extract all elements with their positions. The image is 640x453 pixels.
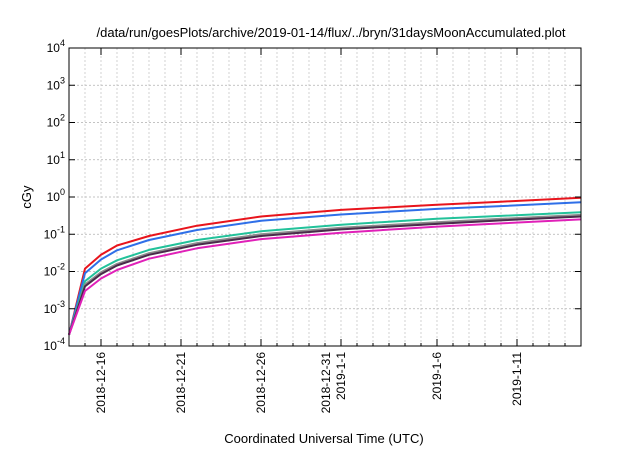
y-tick-label: 101 (47, 150, 65, 167)
grid (69, 48, 581, 346)
x-tick-label: 2018-12-31 (319, 352, 333, 414)
series-line-5 (68, 215, 582, 336)
x-axis-label: Coordinated Universal Time (UTC) (224, 431, 423, 446)
y-tick-exponent: 1 (60, 150, 65, 160)
y-tick-exponent: 2 (60, 113, 65, 123)
y-tick-label: 103 (47, 75, 65, 92)
y-tick-base: 10 (47, 116, 61, 130)
y-tick-label: 102 (47, 113, 65, 130)
y-tick-exponent: -3 (57, 299, 65, 309)
x-tick-label: 2018-12-16 (94, 352, 108, 414)
y-tick-label: 10-2 (44, 262, 65, 279)
y-tick-exponent: -2 (57, 262, 65, 272)
x-tick-label: 2019-1-1 (334, 352, 348, 400)
y-tick-base: 10 (44, 227, 58, 241)
x-tick-label: 2019-1-11 (510, 352, 524, 406)
x-tick-label: 2019-1-6 (430, 352, 444, 400)
y-tick-base: 10 (47, 78, 61, 92)
series-line-2 (68, 201, 582, 336)
y-tick-exponent: -4 (57, 336, 65, 346)
y-tick-base: 10 (47, 153, 61, 167)
y-tick-label: 10-4 (44, 336, 65, 353)
y-tick-label: 104 (47, 38, 65, 55)
y-axis-label: cGy (19, 185, 34, 209)
series-line-3 (68, 211, 582, 336)
series-line-4 (68, 213, 582, 336)
x-axis: 2018-12-16 2018-12-21 2018-12-26 2018-12-31… (84, 48, 566, 414)
y-tick-label: 10-3 (44, 299, 65, 316)
y-tick-base: 10 (47, 190, 61, 204)
x-tick-label: 2018-12-21 (174, 352, 188, 414)
y-tick-base: 10 (44, 339, 58, 353)
y-tick-exponent: 0 (60, 187, 65, 197)
y-tick-base: 10 (47, 41, 61, 55)
y-tick-exponent: 4 (60, 38, 65, 48)
y-tick-base: 10 (44, 265, 58, 279)
y-tick-exponent: -1 (57, 224, 65, 234)
chart-title: /data/run/goesPlots/archive/2019-01-14/f… (97, 25, 566, 40)
x-tick-label: 2018-12-26 (254, 352, 268, 414)
series-layer (68, 196, 582, 336)
y-tick-exponent: 3 (60, 75, 65, 85)
series-line-1 (68, 196, 582, 336)
y-tick-base: 10 (44, 302, 58, 316)
y-tick-label: 100 (47, 187, 65, 204)
series-line-6 (68, 218, 582, 336)
y-tick-label: 10-1 (44, 224, 65, 241)
